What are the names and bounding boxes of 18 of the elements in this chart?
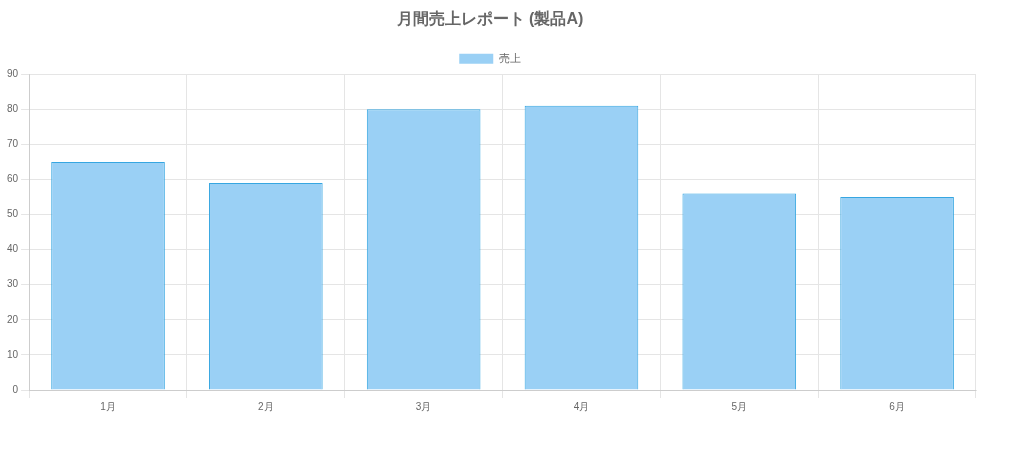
y-tick-label: 80 — [7, 103, 19, 115]
y-tick-label: 50 — [7, 208, 19, 220]
x-tick-label: 1月 — [100, 400, 116, 412]
legend-label: 売上 — [498, 51, 521, 64]
y-tick-label: 10 — [7, 348, 19, 360]
x-tick-label: 3月 — [415, 400, 432, 412]
x-tick-label: 2月 — [258, 400, 274, 412]
y-tick-label: 60 — [7, 173, 19, 185]
x-tick-label: 6月 — [889, 400, 905, 412]
y-tick-label: 90 — [7, 67, 19, 79]
y-tick-label: 40 — [7, 243, 19, 255]
x-tick-label: 5月 — [731, 400, 748, 412]
chart-title: 月間売上レポート (製品A) — [395, 10, 584, 28]
y-tick-label: 70 — [7, 138, 19, 150]
y-tick-label: 20 — [7, 313, 19, 325]
x-tick-label: 4月 — [573, 400, 590, 412]
y-tick-label: 30 — [7, 278, 19, 290]
y-tick-label: 0 — [12, 383, 19, 395]
